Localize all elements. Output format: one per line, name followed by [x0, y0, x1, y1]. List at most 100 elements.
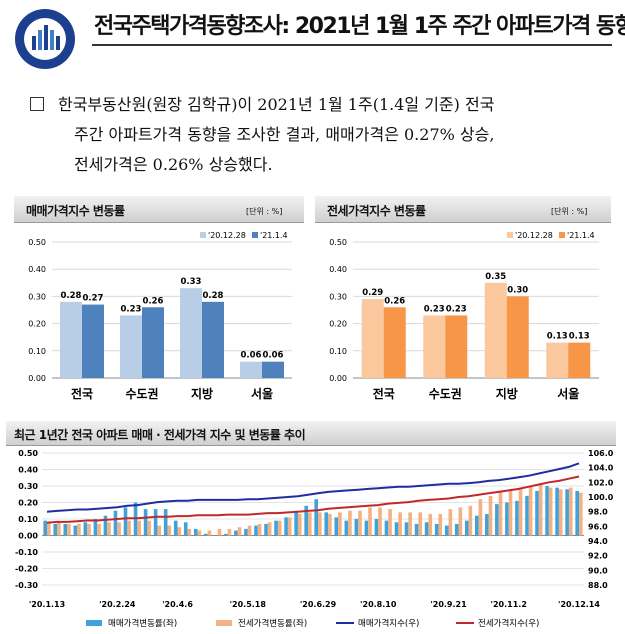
bar — [240, 361, 262, 378]
sale-rate-bar — [93, 519, 98, 536]
bar — [546, 342, 569, 378]
category-label: 수도권 — [429, 387, 462, 401]
y-right-tick-label: 102.0 — [588, 478, 614, 487]
x-tick-label: '20.5.18 — [230, 600, 267, 609]
sale-rate-bar — [535, 490, 539, 536]
legend-label: 전세가격변동률(좌) — [238, 618, 307, 629]
sale-rate-bar — [53, 523, 58, 536]
sale-rate-bar — [274, 520, 278, 536]
category-label: 서울 — [251, 386, 273, 401]
category-label: 수도권 — [125, 387, 158, 401]
data-label: 0.23 — [424, 304, 445, 314]
jeonse-rate-bar — [508, 490, 513, 536]
sale-rate-bar — [464, 520, 469, 536]
data-label: 0.23 — [121, 304, 142, 314]
x-tick-label: '20.11.2 — [491, 600, 527, 609]
jeonse-rate-bar — [47, 522, 51, 536]
sale-rate-bar — [434, 523, 439, 536]
y-left-tick-label: 0.30 — [18, 482, 38, 491]
jeonse-rate-bar — [538, 484, 543, 536]
data-label: 0.29 — [362, 288, 383, 298]
jeonse-rate-bar — [408, 512, 412, 536]
sale-rate-bar — [113, 510, 118, 536]
sale-rate-bar — [204, 533, 208, 536]
sale-rate-bar — [43, 520, 48, 536]
jeonse-rate-bar — [277, 520, 282, 536]
data-label: 0.06 — [241, 351, 262, 361]
legend-swatch — [252, 232, 258, 238]
y-left-tick-label: 0.00 — [18, 532, 38, 541]
sale-rate-bar — [334, 517, 339, 536]
y-left-tick-label: 0.50 — [18, 449, 38, 458]
sale-rate-bar — [324, 512, 329, 536]
x-tick-label: '20.1.13 — [29, 600, 65, 609]
y-tick-label: 0.00 — [329, 374, 347, 383]
jeonse-rate-bar — [378, 507, 382, 536]
y-left-tick-label: -0.20 — [15, 565, 38, 574]
sale-rate-bar — [555, 487, 559, 536]
jeonse-rate-bar — [157, 525, 162, 536]
data-label: 0.26 — [384, 296, 405, 306]
legend-swatch — [200, 232, 206, 238]
sale-rate-bar — [294, 510, 298, 536]
jeonse-rate-bar — [237, 527, 242, 536]
sale-rate-bar — [234, 530, 238, 536]
jeonse-rate-bar — [318, 512, 322, 536]
jeonse-rate-bar — [568, 487, 573, 536]
category-label: 전국 — [71, 386, 93, 401]
jeonse-rate-bar — [97, 523, 101, 536]
jeonse-rate-bar — [368, 507, 372, 536]
sale-rate-bar — [404, 522, 409, 536]
legend-label: '21.1.4 — [260, 231, 288, 240]
jeonse-rate-bar — [468, 505, 473, 536]
jeonse-rate-bar — [498, 492, 503, 536]
sale-rate-bar — [153, 509, 158, 536]
sale-rate-bar — [103, 515, 108, 536]
y-tick-label: 0.20 — [28, 320, 46, 329]
legend-label: '21.1.4 — [567, 231, 595, 240]
sale-rate-bar — [475, 515, 479, 536]
y-left-tick-label: 0.10 — [18, 515, 38, 524]
data-label: 0.23 — [446, 304, 467, 314]
sale-rate-bar — [414, 523, 419, 536]
bar — [142, 307, 164, 378]
sale-rate-bar — [575, 490, 579, 536]
jeonse-rate-bar — [117, 522, 121, 536]
bar — [60, 301, 82, 378]
y-tick-label: 0.30 — [329, 292, 347, 301]
jeonse-rate-bar — [187, 528, 192, 536]
sale-rate-bar — [515, 500, 519, 536]
bar — [383, 307, 406, 378]
jeonse-rate-bar — [578, 492, 583, 536]
y-tick-label: 0.10 — [28, 347, 46, 356]
sale-rate-bar — [284, 517, 288, 536]
sale-rate-bar — [173, 520, 178, 536]
x-tick-label: '20.8.10 — [360, 600, 397, 609]
sale-rate-bar — [224, 533, 228, 536]
sale-rate-bar — [143, 509, 148, 536]
y-right-tick-label: 100.0 — [588, 493, 614, 502]
bar — [361, 299, 384, 378]
sale-rate-bar — [495, 504, 499, 536]
sale-rate-bars: 0.00 0.10 0.20 0.30 0.40 0.50 '20.12.28 '21.1.4… — [28, 231, 292, 401]
legend-label: '20.12.28 — [208, 231, 246, 240]
jeonse-rate-bar — [197, 530, 202, 536]
sale-rate-bar — [354, 519, 359, 536]
bar — [262, 361, 284, 378]
jeonse-rate-bar — [448, 509, 453, 536]
sale-rate-bar — [123, 507, 128, 536]
bar — [423, 315, 446, 378]
jeonse-rate-bar — [297, 514, 302, 536]
page-title: 전국주택가격동향조사: 2021년 1월 1주 주간 아파트가격 동향 — [94, 14, 625, 39]
x-tick-label: '20.9.21 — [430, 600, 467, 609]
y-tick-label: 0.50 — [329, 238, 347, 247]
category-label: 전국 — [373, 386, 395, 401]
y-right-tick-label: 106.0 — [588, 449, 614, 458]
data-label: 0.28 — [61, 291, 82, 301]
x-tick-label: '20.2.24 — [99, 600, 136, 609]
jeonse-rate-bar — [77, 523, 81, 536]
sale-rate-bar — [454, 523, 459, 536]
jeonse-rate-bar — [438, 514, 443, 536]
category-label: 지방 — [191, 386, 213, 401]
sale-rate-bar — [344, 520, 349, 536]
